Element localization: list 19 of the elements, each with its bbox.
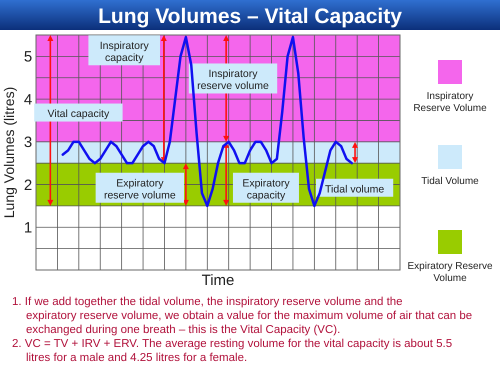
- x-axis-title: Time: [202, 272, 234, 289]
- annotation: Inspiratory reserve volume: [197, 68, 270, 92]
- y-axis-title: Lung Volumes (litres): [1, 86, 17, 218]
- y-tick-label: 4: [24, 91, 32, 108]
- annotation: Vital capacity: [48, 108, 110, 120]
- legend-label: Expiratory Reserve Volume: [407, 261, 493, 284]
- y-tick-label: 2: [24, 176, 32, 194]
- band-label: Inspiratory Reserve Volume: [413, 91, 488, 114]
- y-tick-label: 5: [24, 48, 32, 66]
- annotation: Tidal volume: [325, 183, 384, 196]
- y-tick-label: 1: [24, 220, 32, 237]
- text: 2. VC = TV + IRV + ERV. The average resting volume for the vital capacity is about 5.5 litres for a male and 4.25 litres for a female.: [12, 338, 452, 364]
- chart-title: Lung Volumes – Vital Capacity: [98, 5, 402, 28]
- annotation: Expiratory capacity: [242, 177, 290, 202]
- y-tick-label: 3: [24, 134, 32, 152]
- text: 1. If we add together the tidal volume, the inspiratory reserve volume and the expiratory reserve volume, we obtain a value for the maximum volume of air that can be exchanged during one breath – this is the Vital Capacity (VC).: [12, 296, 472, 336]
- legend-label: Tidal Volume: [421, 176, 480, 187]
- annotation: Inspiratory capacity: [100, 40, 150, 64]
- annotation: Expiratory reserve volume: [104, 177, 176, 202]
